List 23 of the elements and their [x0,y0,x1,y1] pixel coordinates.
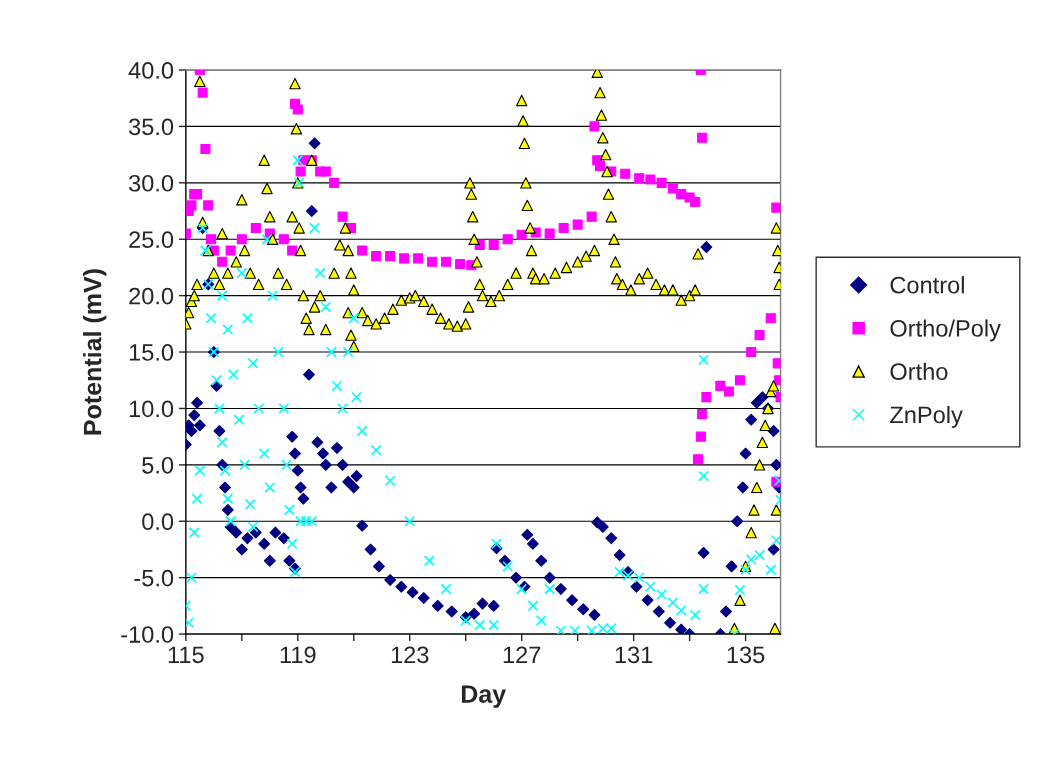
x-tick-label: 135 [727,646,765,664]
x-axis-title: Day [461,685,507,708]
x-tick-label: 123 [391,646,429,664]
y-tick-label: 35.0 [129,118,174,136]
legend-label: Ortho [890,362,948,381]
y-tick-label: 10.0 [129,400,174,418]
y-tick-label: 25.0 [129,231,174,249]
x-tick-label: 115 [168,646,204,664]
y-axis-title: Potential (mV) [83,269,107,435]
y-tick-label: 0.0 [142,513,174,531]
y-tick-label: 30.0 [129,174,174,192]
y-tick-label: -5.0 [134,569,174,587]
legend-label: Control [890,276,964,294]
y-tick-label: 15.0 [129,344,174,361]
legend-label: ZnPoly [890,405,963,428]
y-tick-label: -10.0 [121,626,174,643]
y-tick-label: 5.0 [142,456,174,474]
x-tick-label: 127 [503,646,541,663]
x-tick-label: 131 [615,646,653,664]
y-tick-label: 40.0 [128,62,174,79]
x-tick-label: 119 [280,646,316,664]
y-tick-label: 20.0 [129,287,174,305]
legend-label: Ortho/Poly [890,319,1001,342]
